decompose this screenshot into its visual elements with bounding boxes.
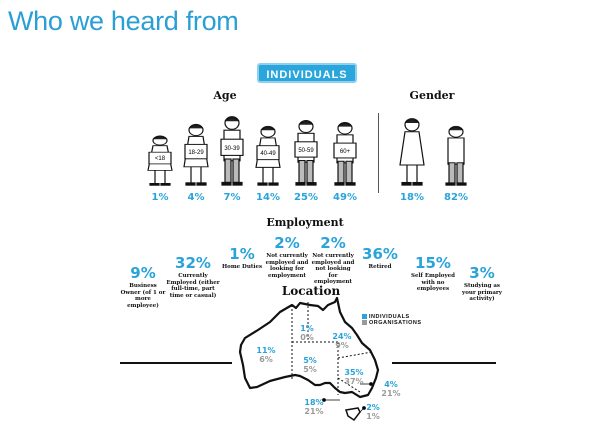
employment-percent: 32% — [175, 254, 211, 272]
age-sign-label: 30-39 — [224, 146, 240, 152]
region-organisations-percent: 5% — [303, 365, 317, 374]
employment-percent: 36% — [362, 245, 398, 263]
region-organisations-percent: 21% — [381, 389, 401, 398]
person-illustration: 18-29 — [183, 123, 209, 186]
legend-individuals: INDIVIDUALS — [362, 314, 422, 320]
employment-percent: 9% — [130, 264, 156, 282]
age-percent: 25% — [294, 192, 318, 203]
age-percent: 49% — [333, 192, 357, 203]
page-title: Who we heard from — [8, 6, 239, 36]
employment-label: Not currently employed and looking for e… — [265, 253, 309, 279]
mainland-outline — [238, 296, 380, 399]
person-illustration — [445, 125, 467, 186]
divider-line-right — [392, 362, 496, 364]
region-individuals-percent: 2% — [366, 403, 380, 412]
organisations-swatch — [362, 320, 367, 326]
callout-lines — [322, 382, 373, 413]
employment-label: Business Owner (of 1 or more employee) — [120, 283, 166, 309]
individuals-badge: INDIVIDUALS — [257, 63, 357, 83]
region-individuals-percent: 35% — [344, 368, 364, 377]
employment-percent: 3% — [469, 264, 495, 282]
person-illustration: 40-49 — [255, 125, 281, 186]
person-illustration — [399, 118, 425, 186]
region-organisations-percent: 37% — [344, 377, 364, 386]
employment-percent: 15% — [415, 254, 451, 272]
state-borders — [291, 302, 373, 395]
employment-percent: 1% — [229, 245, 255, 263]
region-organisations-percent: 1% — [366, 412, 380, 421]
age-heading: Age — [213, 89, 237, 102]
age-percent: 14% — [256, 192, 280, 203]
employment-label: Studying as your primary activity) — [462, 283, 502, 302]
employment-label: Currently Employed (either full-time, pa… — [166, 273, 220, 299]
employment-label: Not currently employed and not looking f… — [311, 253, 355, 285]
person-illustration: <18 — [147, 135, 173, 186]
location-heading: Location — [281, 284, 341, 298]
employment-label: Self Employed with no employees — [411, 273, 455, 292]
age-percent: 7% — [223, 192, 241, 203]
tasmania-outline — [345, 407, 361, 422]
divider — [378, 113, 379, 193]
age-sign-label: 18-29 — [188, 150, 204, 156]
region-individuals-percent: 18% — [304, 398, 324, 407]
age-sign-label: <18 — [155, 156, 166, 162]
region-individuals-percent: 5% — [303, 356, 317, 365]
region-individuals-percent: 4% — [384, 380, 398, 389]
australia-map — [238, 296, 380, 422]
person-illustration: 50-59 — [294, 120, 318, 186]
age-percent: 4% — [187, 192, 205, 203]
employment-percent: 2% — [274, 234, 300, 252]
employment-label: Retired — [368, 264, 392, 270]
region-individuals-percent: 1% — [300, 324, 314, 333]
person-illustration: 30-39 — [220, 116, 244, 186]
age-sign-label: 60+ — [340, 149, 351, 155]
employment-label: Home Duties — [221, 264, 263, 270]
divider-line-left — [120, 362, 232, 364]
map-legend: INDIVIDUALS ORGANISATIONS — [362, 314, 422, 326]
region-organisations-percent: 9% — [335, 341, 349, 350]
gender-heading: Gender — [409, 89, 455, 102]
region-organisations-percent: 0% — [300, 333, 314, 342]
region-organisations-percent: 6% — [259, 355, 273, 364]
age-percent: 1% — [151, 192, 169, 203]
region-organisations-percent: 21% — [304, 407, 324, 416]
age-sign-label: 40-49 — [260, 151, 276, 157]
region-individuals-percent: 11% — [256, 346, 276, 355]
individuals-swatch — [362, 314, 367, 320]
gender-percent: 18% — [400, 192, 424, 203]
region-individuals-percent: 24% — [332, 332, 352, 341]
age-sign-label: 50-59 — [298, 148, 314, 154]
employment-percent: 2% — [320, 234, 346, 252]
person-illustration: 60+ — [333, 121, 357, 186]
legend-organisations: ORGANISATIONS — [362, 320, 422, 326]
gender-percent: 82% — [444, 192, 468, 203]
employment-heading: Employment — [266, 216, 344, 229]
